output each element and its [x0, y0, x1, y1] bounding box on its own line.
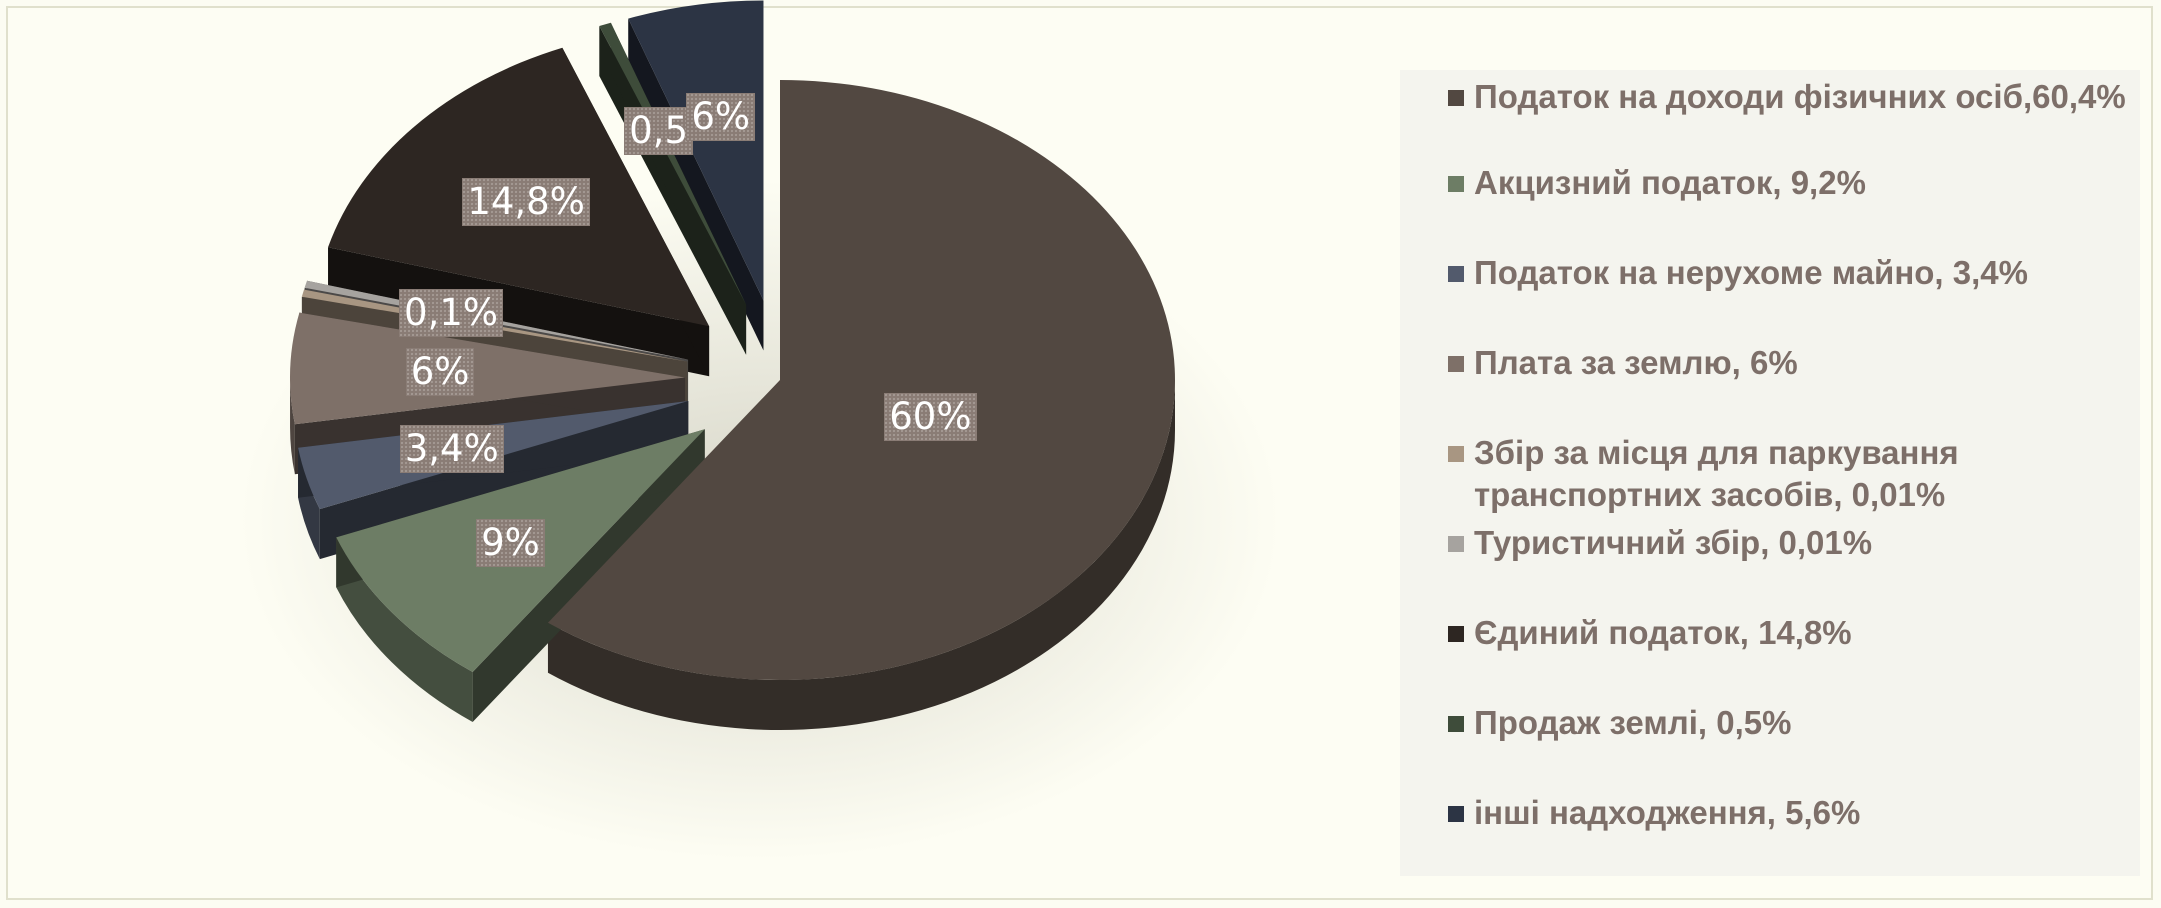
legend-item: Податок на доходи фізичних осіб,60,4% — [1448, 76, 2128, 118]
legend-item: Акцизний податок, 9,2% — [1448, 162, 2128, 204]
pie-slice — [290, 312, 686, 425]
legend-swatch — [1448, 266, 1464, 282]
legend-swatch — [1448, 806, 1464, 822]
data-label: 0,5 — [624, 106, 693, 155]
legend-label: Плата за землю, 6% — [1474, 344, 1798, 381]
legend-swatch — [1448, 356, 1464, 372]
legend-item: Продаж землі, 0,5% — [1448, 702, 2128, 744]
legend-swatch — [1448, 176, 1464, 192]
legend-label: Акцизний податок, 9,2% — [1474, 164, 1866, 201]
legend-label: Податок на доходи фізичних осіб,60,4% — [1474, 78, 2126, 115]
legend-swatch — [1448, 536, 1464, 552]
legend-item: інші надходження, 5,6% — [1448, 792, 2128, 834]
legend-swatch — [1448, 90, 1464, 106]
data-label: 3,4% — [399, 425, 504, 474]
legend-item: Єдиний податок, 14,8% — [1448, 612, 2128, 654]
data-label: 60% — [884, 393, 977, 442]
pie-slice-side — [547, 380, 1175, 730]
legend-label: Податок на нерухоме майно, 3,4% — [1474, 254, 2028, 291]
data-label: 6% — [686, 93, 756, 142]
pie-slice — [599, 22, 747, 305]
legend-item: Плата за землю, 6% — [1448, 342, 2128, 384]
pie-slice — [628, 0, 764, 301]
legend: Податок на доходи фізичних осіб,60,4% Ак… — [1400, 70, 2140, 876]
legend-label: Єдиний податок, 14,8% — [1474, 614, 1852, 651]
pie-slice-cut — [328, 247, 710, 377]
legend-swatch — [1448, 446, 1464, 462]
legend-item: Збір за місця для паркування транспортни… — [1448, 432, 2128, 516]
data-label: 0,1% — [399, 288, 504, 337]
legend-item: Туристичний збір, 0,01% — [1448, 522, 2128, 564]
legend-item: Податок на нерухоме майно, 3,4% — [1448, 252, 2128, 294]
data-label: 6% — [405, 347, 475, 396]
pie-slice — [547, 80, 1175, 680]
legend-swatch — [1448, 716, 1464, 732]
pie-slice-cut — [628, 18, 764, 351]
legend-label: Туристичний збір, 0,01% — [1474, 524, 1873, 561]
legend-label: інші надходження, 5,6% — [1474, 794, 1861, 831]
data-label: 9% — [476, 518, 545, 567]
pie-slice-cut — [472, 429, 705, 723]
pie-slice-side — [336, 537, 473, 723]
legend-label: Продаж землі, 0,5% — [1474, 704, 1792, 741]
pie-slice-side — [290, 377, 295, 475]
legend-swatch — [1448, 626, 1464, 642]
legend-label: Збір за місця для паркування транспортни… — [1474, 434, 1959, 513]
data-label: 14,8% — [462, 178, 590, 227]
